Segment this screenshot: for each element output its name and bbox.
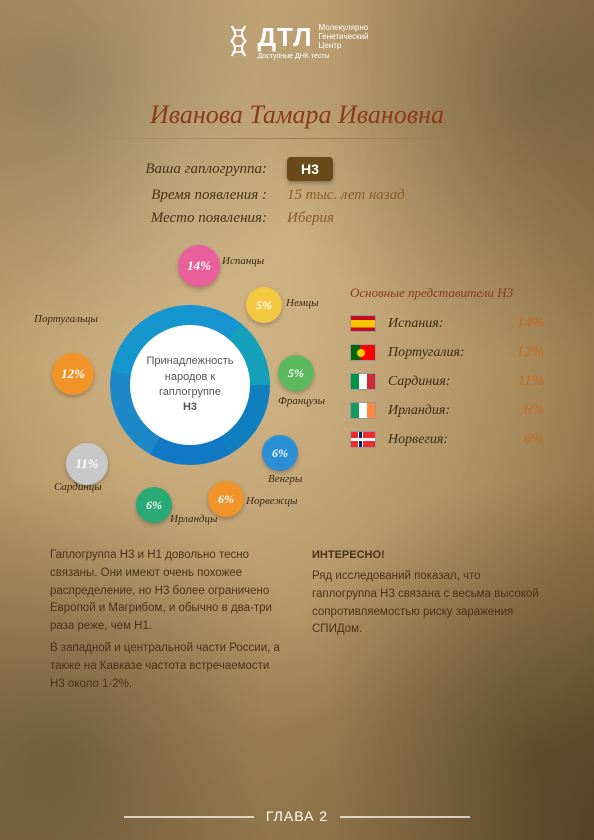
chart-bubble-label: Норвежцы: [246, 495, 298, 507]
rep-name: Испания:: [388, 316, 517, 332]
chart-bubble: 6%: [136, 487, 172, 523]
chart-bubble: 6%: [262, 435, 298, 471]
logo-text: ДТЛ: [257, 22, 312, 53]
chart-bubble-label: Ирландцы: [170, 513, 217, 525]
interesting-heading: ИНТЕРЕСНО!: [312, 547, 544, 564]
place-label: Место появления:: [107, 210, 287, 227]
haplogroup-badge: H3: [287, 157, 333, 181]
rep-name: Ирландия:: [388, 403, 524, 419]
person-name: Иванова Тамара Ивановна: [50, 100, 544, 130]
flag-icon: [350, 373, 376, 390]
logo: ДТЛ Молекулярно Генетический Центр Досту…: [225, 22, 368, 60]
rep-name: Норвегия:: [388, 432, 524, 448]
meta-block: Ваша гаплогруппа: H3 Время появления : 1…: [107, 157, 487, 227]
flag-icon: [350, 315, 376, 332]
time-value: 15 тыс. лет назад: [287, 187, 405, 204]
paragraph-left: Гаплогруппа H3 и H1 довольно тесно связа…: [50, 547, 282, 698]
chart-center: Принадлежность народов к гаплогруппеH3: [130, 325, 250, 445]
rep-pct: 6%: [524, 431, 544, 448]
rep-row: Португалия:12%: [350, 344, 544, 361]
chart-bubble: 12%: [52, 353, 94, 395]
flag-icon: [350, 402, 376, 419]
chart-bubble-label: Немцы: [286, 297, 319, 309]
chapter-footer: ГЛАВА 2: [0, 808, 594, 824]
dna-icon: [225, 24, 251, 58]
flag-icon: [350, 431, 376, 448]
chart-bubble-label: Французы: [278, 395, 325, 407]
chart-bubble: 11%: [66, 443, 108, 485]
chart-bubble-label: Испанцы: [222, 255, 264, 267]
paragraph-right: ИНТЕРЕСНО! Ряд исследований показал, что…: [312, 547, 544, 698]
rep-row: Сардиния:11%: [350, 373, 544, 390]
rep-name: Сардиния:: [388, 374, 518, 390]
chart-bubble: 6%: [208, 481, 244, 517]
flag-icon: [350, 344, 376, 361]
rep-name: Португалия:: [388, 345, 517, 361]
chart-bubble: 14%: [178, 245, 220, 287]
rep-pct: 14%: [517, 315, 545, 332]
rep-row: Ирландия:6%: [350, 402, 544, 419]
donut-chart: Принадлежность народов к гаплогруппеH3 1…: [50, 245, 330, 525]
rep-pct: 11%: [518, 373, 544, 390]
chart-bubble: 5%: [278, 355, 314, 391]
reps-title: Основные представители H3: [350, 285, 544, 301]
rep-pct: 12%: [517, 344, 545, 361]
logo-subtitle: Молекулярно Генетический Центр: [318, 24, 368, 50]
chart-bubble-label: Сардинцы: [54, 481, 102, 493]
chart-bubble-label: Венгры: [268, 473, 302, 485]
rep-row: Испания:14%: [350, 315, 544, 332]
haplogroup-label: Ваша гаплогруппа:: [107, 161, 287, 178]
rep-row: Норвегия:6%: [350, 431, 544, 448]
place-value: Иберия: [287, 210, 334, 227]
logo-tagline: Доступные ДНК тесты: [257, 53, 368, 60]
rep-pct: 6%: [524, 402, 544, 419]
divider: [90, 138, 504, 139]
chart-bubble: 5%: [246, 287, 282, 323]
time-label: Время появления :: [107, 187, 287, 204]
chart-bubble-label: Португальцы: [34, 313, 98, 325]
representatives-panel: Основные представители H3 Испания:14%Пор…: [350, 245, 544, 525]
